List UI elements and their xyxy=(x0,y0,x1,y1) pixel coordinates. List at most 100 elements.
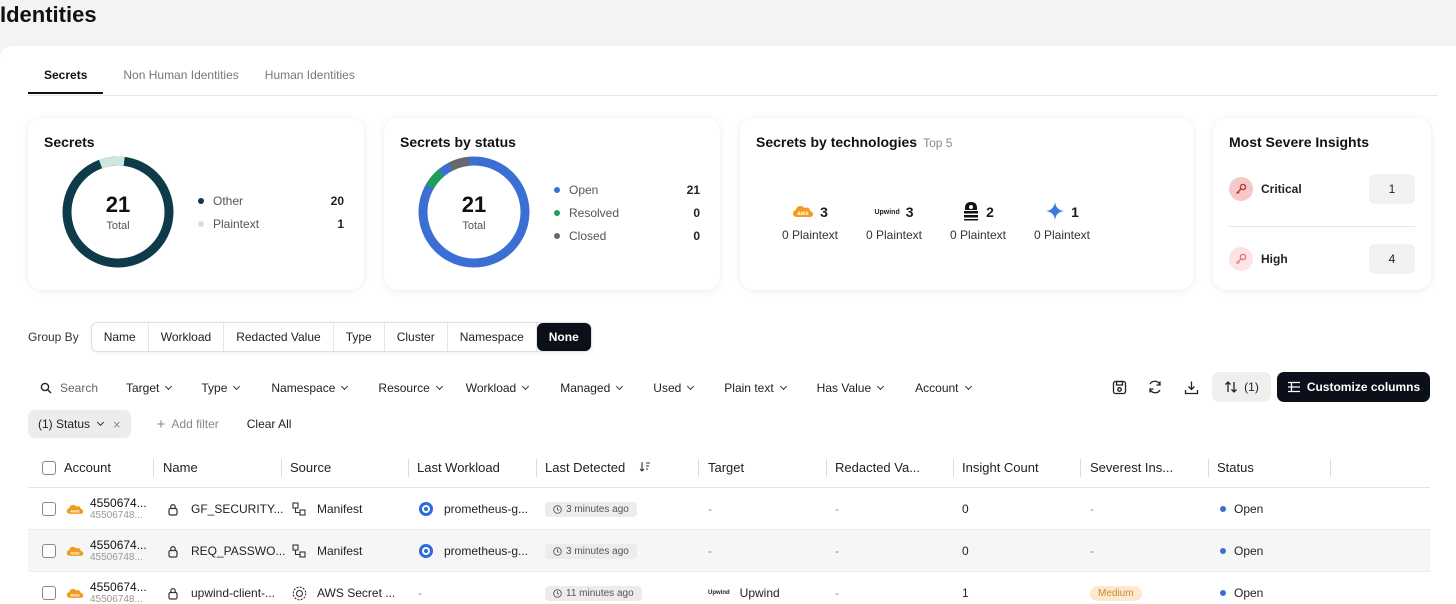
donut-segment-plaintext xyxy=(62,156,174,268)
last-workload[interactable]: prometheus-g... xyxy=(444,502,529,516)
column-divider[interactable] xyxy=(536,459,537,477)
main-panel: Secrets Non Human Identities Human Ident… xyxy=(0,46,1456,604)
column-label: Last Detected xyxy=(545,460,626,475)
insight-critical[interactable]: Critical 1 xyxy=(1229,174,1415,204)
add-filter-button[interactable]: + Add filter xyxy=(157,416,219,433)
sort-desc-icon[interactable] xyxy=(639,461,651,472)
filter-account[interactable]: Account xyxy=(915,381,972,395)
filter-plain-text[interactable]: Plain text xyxy=(724,381,787,395)
account-id: 4550674... xyxy=(90,579,147,594)
filter-resource[interactable]: Resource xyxy=(378,381,443,395)
customize-columns-button[interactable]: Customize columns xyxy=(1277,372,1430,402)
sort-button[interactable]: (1) xyxy=(1212,372,1271,402)
tech-item-vault[interactable]: 2 0 Plaintext xyxy=(936,200,1020,242)
tech-count: 2 xyxy=(986,204,994,220)
source-text: Manifest xyxy=(317,544,363,558)
filter-managed[interactable]: Managed xyxy=(560,381,624,395)
key-icon xyxy=(1229,247,1253,271)
filter-label: Managed xyxy=(560,381,611,395)
target-value[interactable]: Upwind xyxy=(739,586,780,600)
column-divider[interactable] xyxy=(281,459,282,477)
tech-item-sparkle[interactable]: 1 0 Plaintext xyxy=(1020,200,1104,242)
column-divider[interactable] xyxy=(408,459,409,477)
column-header-status[interactable]: Status xyxy=(1217,460,1254,475)
filter-has-value[interactable]: Has Value xyxy=(817,381,885,395)
search-input[interactable]: Search xyxy=(28,381,114,395)
filter-namespace[interactable]: Namespace xyxy=(271,381,349,395)
filter-label: Target xyxy=(126,381,160,395)
refresh-icon[interactable] xyxy=(1142,374,1168,400)
tab-human-identities[interactable]: Human Identities xyxy=(264,68,355,82)
source-text: Manifest xyxy=(317,502,363,516)
clear-all-button[interactable]: Clear All xyxy=(246,417,292,431)
table-row[interactable]: AWS 4550674... 45506748... REQ_PASSWO... … xyxy=(28,530,1430,572)
group-by-name[interactable]: Name xyxy=(92,323,149,351)
column-divider[interactable] xyxy=(1080,459,1081,477)
close-icon[interactable]: × xyxy=(113,416,121,432)
aws-icon: AWS xyxy=(66,488,84,530)
total-count: 21 xyxy=(105,192,131,217)
insight-high[interactable]: High 4 xyxy=(1229,244,1415,274)
row-checkbox[interactable] xyxy=(42,544,56,558)
column-divider[interactable] xyxy=(153,459,154,477)
chevron-down-icon xyxy=(522,382,530,391)
row-checkbox[interactable] xyxy=(42,586,56,600)
last-workload[interactable]: prometheus-g... xyxy=(444,544,529,558)
column-divider[interactable] xyxy=(826,459,827,477)
download-icon[interactable] xyxy=(1178,374,1204,400)
filter-used[interactable]: Used xyxy=(653,381,695,395)
save-view-icon[interactable] xyxy=(1106,374,1132,400)
insight-count: 0 xyxy=(962,502,969,516)
card-title: Most Severe Insights xyxy=(1229,134,1370,150)
severest-insight: - xyxy=(1090,544,1094,558)
column-header-last-detected[interactable]: Last Detected xyxy=(545,460,651,475)
tab-secrets[interactable]: Secrets xyxy=(28,60,104,94)
column-divider[interactable] xyxy=(1208,459,1209,477)
aws-secrets-manager-icon xyxy=(291,585,307,601)
secret-name[interactable]: upwind-client-... xyxy=(191,586,276,600)
filter-type[interactable]: Type xyxy=(201,381,241,395)
tech-item-upwind[interactable]: Upwind 3 0 Plaintext xyxy=(852,200,936,242)
group-by-workload[interactable]: Workload xyxy=(149,323,225,351)
tab-non-human-identities[interactable]: Non Human Identities xyxy=(123,68,239,82)
status-filter-chip[interactable]: (1) Status × xyxy=(28,410,131,438)
legend-value: 20 xyxy=(330,193,344,208)
column-header-last-workload[interactable]: Last Workload xyxy=(417,460,500,475)
column-divider[interactable] xyxy=(1330,459,1331,477)
column-header-redacted-value[interactable]: Redacted Va... xyxy=(835,460,921,475)
redacted-value: - xyxy=(835,502,839,516)
row-checkbox[interactable] xyxy=(42,502,56,516)
filter-target[interactable]: Target xyxy=(126,381,173,395)
group-by-type[interactable]: Type xyxy=(334,323,385,351)
filter-workload[interactable]: Workload xyxy=(466,381,530,395)
column-header-source[interactable]: Source xyxy=(290,460,332,475)
filter-label: Account xyxy=(915,381,959,395)
tech-item-aws[interactable]: AWS 3 0 Plaintext xyxy=(768,200,852,242)
select-all-checkbox[interactable] xyxy=(42,461,56,475)
secrets-table: Account Name Source Last Workload Last D… xyxy=(28,448,1430,604)
insights-card: Most Severe Insights Critical 1 High 4 xyxy=(1213,118,1431,290)
search-placeholder: Search xyxy=(60,381,99,395)
secret-name[interactable]: REQ_PASSWO... xyxy=(191,544,286,558)
table-row[interactable]: AWS 4550674... 45506748... GF_SECURITY...… xyxy=(28,488,1430,530)
group-by-cluster[interactable]: Cluster xyxy=(385,323,448,351)
key-icon xyxy=(1229,177,1253,201)
column-divider[interactable] xyxy=(698,459,699,477)
filter-label: Resource xyxy=(378,381,430,395)
group-by-none[interactable]: None xyxy=(536,323,591,351)
status-dot xyxy=(1220,506,1226,512)
column-header-insight-count[interactable]: Insight Count xyxy=(962,460,1039,475)
column-header-name[interactable]: Name xyxy=(163,460,198,475)
table-row[interactable]: AWS 4550674... 45506748... upwind-client-… xyxy=(28,572,1430,604)
secret-name[interactable]: GF_SECURITY... xyxy=(191,502,284,516)
column-divider[interactable] xyxy=(953,459,954,477)
column-header-target[interactable]: Target xyxy=(708,460,745,475)
search-icon xyxy=(40,382,52,394)
lock-icon xyxy=(165,585,181,601)
add-filter-label: Add filter xyxy=(171,417,219,431)
group-by-redacted-value[interactable]: Redacted Value xyxy=(224,323,334,351)
column-header-severest-insight[interactable]: Severest Ins... xyxy=(1090,460,1174,475)
column-header-account[interactable]: Account xyxy=(64,460,111,475)
group-by-namespace[interactable]: Namespace xyxy=(448,323,537,351)
legend-dot xyxy=(554,232,560,239)
